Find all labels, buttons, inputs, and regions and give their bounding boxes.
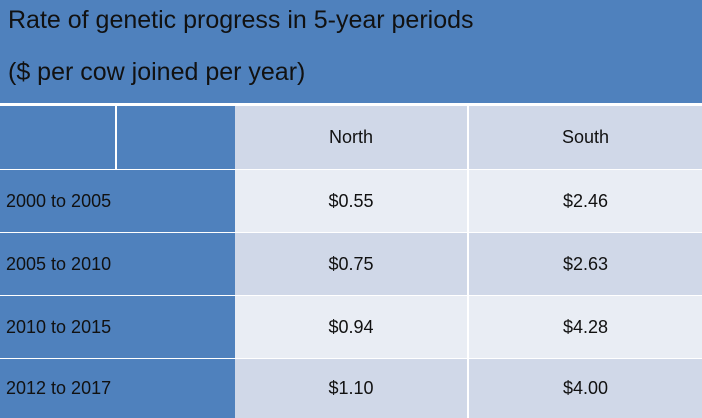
column-header: South — [469, 106, 702, 169]
data-cell: $0.75 — [235, 233, 467, 295]
title: Rate of genetic progress in 5-year perio… — [8, 6, 474, 34]
column-header: North — [235, 106, 467, 169]
corner-cell — [0, 106, 115, 169]
row-label: 2005 to 2010 — [0, 233, 235, 295]
subtitle: ($ per cow joined per year) — [8, 58, 306, 86]
row-label: 2012 to 2017 — [0, 359, 235, 418]
row-label: 2010 to 2015 — [0, 296, 235, 358]
row-label: 2000 to 2005 — [0, 170, 235, 232]
data-cell: $1.10 — [235, 359, 467, 418]
data-cell: $2.63 — [469, 233, 702, 295]
data-cell: $4.00 — [469, 359, 702, 418]
data-cell: $0.94 — [235, 296, 467, 358]
header-band: Rate of genetic progress in 5-year perio… — [0, 0, 702, 103]
data-cell: $2.46 — [469, 170, 702, 232]
corner-cell — [117, 106, 235, 169]
data-cell: $0.55 — [235, 170, 467, 232]
data-cell: $4.28 — [469, 296, 702, 358]
